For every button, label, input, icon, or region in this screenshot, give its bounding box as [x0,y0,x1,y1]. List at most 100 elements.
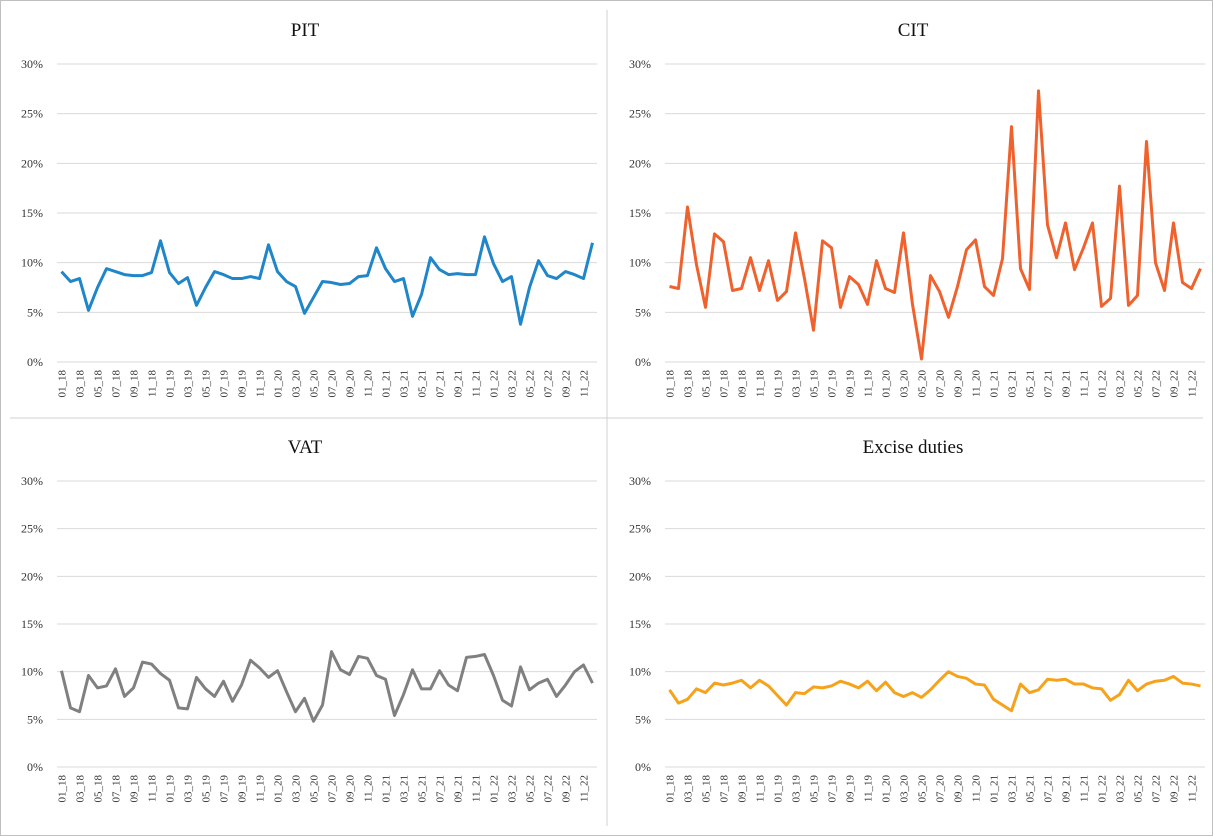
x-tick-label: 07_20 [327,775,339,803]
x-tick-label: 11_22 [1187,370,1199,397]
chart-title: VAT [288,437,323,458]
y-tick-label: 25% [629,522,651,536]
x-tick-label: 01_19 [165,370,177,398]
y-tick-label: 5% [635,305,651,319]
x-tick-label: 01_22 [489,370,501,398]
y-tick-label: 5% [27,712,43,726]
x-tick-label: 05_19 [809,370,821,398]
x-tick-label: 09_20 [345,370,357,398]
data-line [669,89,1202,361]
x-tick-label: 11_21 [1079,775,1091,802]
x-tick-label: 09_20 [953,775,965,803]
x-tick-label: 01_18 [665,370,677,398]
x-tick-label: 01_18 [665,775,677,803]
x-tick-label: 03_19 [183,370,195,398]
data-line [60,235,594,326]
x-tick-label: 07_18 [719,775,731,803]
x-tick-label: 01_19 [773,775,785,803]
y-tick-label: 30% [629,474,651,488]
x-tick-label: 07_22 [1151,775,1163,803]
y-tick-label: 5% [27,305,43,319]
x-tick-label: 07_18 [111,370,123,398]
x-tick-label: 01_19 [773,370,785,398]
x-tick-label: 07_22 [1151,370,1163,398]
y-tick-label: 15% [21,206,43,220]
x-tick-label: 01_21 [381,775,393,803]
chart-title: CIT [898,20,929,41]
y-tick-label: 20% [21,156,43,170]
x-tick-label: 03_22 [507,370,519,398]
x-tick-label: 07_19 [827,775,839,803]
x-tick-label: 11_21 [471,775,483,802]
x-tick-label: 11_19 [255,370,267,398]
x-tick-label: 07_19 [219,775,231,803]
x-tick-label: 11_18 [147,775,159,803]
x-tick-label: 03_22 [507,775,519,803]
x-tick-label: 05_21 [1025,370,1037,398]
x-tick-label: 07_22 [543,370,555,398]
y-tick-label: 10% [629,256,651,270]
x-tick-label: 11_20 [971,775,983,803]
data-line [60,650,594,723]
x-tick-label: 07_21 [435,775,447,803]
x-tick-label: 07_21 [1043,775,1055,803]
x-tick-label: 11_19 [863,370,875,398]
x-tick-label: 03_18 [75,370,87,398]
x-tick-label: 11_18 [755,370,767,398]
y-tick-label: 25% [21,522,43,536]
x-tick-label: 09_18 [737,370,749,398]
x-tick-label: 05_18 [701,775,713,803]
x-tick-label: 09_21 [453,775,465,803]
x-tick-label: 11_20 [363,775,375,803]
x-tick-label: 05_20 [917,775,929,803]
x-tick-label: 03_20 [899,775,911,803]
x-tick-label: 09_21 [1061,370,1073,398]
data-line [668,670,1201,713]
x-tick-label: 03_21 [399,370,411,398]
x-tick-label: 09_19 [845,775,857,803]
x-tick-label: 07_21 [435,370,447,398]
x-tick-label: 03_19 [791,370,803,398]
x-tick-label: 05_21 [1025,775,1037,803]
x-tick-label: 01_20 [273,775,285,803]
x-tick-label: 09_22 [1169,775,1181,803]
x-tick-label: 03_18 [683,370,695,398]
y-tick-label: 30% [21,474,43,488]
x-tick-label: 09_18 [129,370,141,398]
x-tick-label: 05_19 [809,775,821,803]
x-tick-label: 03_21 [399,775,411,803]
x-tick-label: 01_19 [165,775,177,803]
x-tick-label: 01_20 [881,775,893,803]
y-tick-label: 0% [635,760,651,774]
x-tick-label: 01_22 [489,775,501,803]
y-tick-label: 25% [21,107,43,121]
x-tick-label: 11_22 [579,370,591,397]
y-tick-label: 10% [21,256,43,270]
x-tick-label: 11_18 [147,370,159,398]
x-tick-label: 01_21 [381,370,393,398]
y-tick-label: 0% [635,355,651,369]
x-tick-label: 07_19 [219,370,231,398]
y-tick-label: 5% [635,712,651,726]
x-tick-label: 11_19 [863,775,875,803]
x-tick-label: 05_20 [917,370,929,398]
x-tick-label: 09_21 [1061,775,1073,803]
x-tick-label: 07_20 [935,775,947,803]
x-tick-label: 05_18 [93,775,105,803]
y-tick-label: 15% [21,617,43,631]
chart-title: PIT [291,20,320,41]
x-tick-label: 07_22 [543,775,555,803]
x-tick-label: 07_21 [1043,370,1055,398]
x-tick-label: 07_18 [111,775,123,803]
x-tick-label: 01_20 [273,370,285,398]
y-tick-label: 15% [629,206,651,220]
x-tick-label: 09_20 [953,370,965,398]
x-tick-label: 09_19 [237,370,249,398]
y-tick-label: 15% [629,617,651,631]
y-tick-label: 0% [27,760,43,774]
x-tick-label: 09_22 [561,370,573,398]
x-tick-label: 11_22 [1187,775,1199,802]
x-tick-label: 09_21 [453,370,465,398]
x-tick-label: 11_20 [363,370,375,398]
